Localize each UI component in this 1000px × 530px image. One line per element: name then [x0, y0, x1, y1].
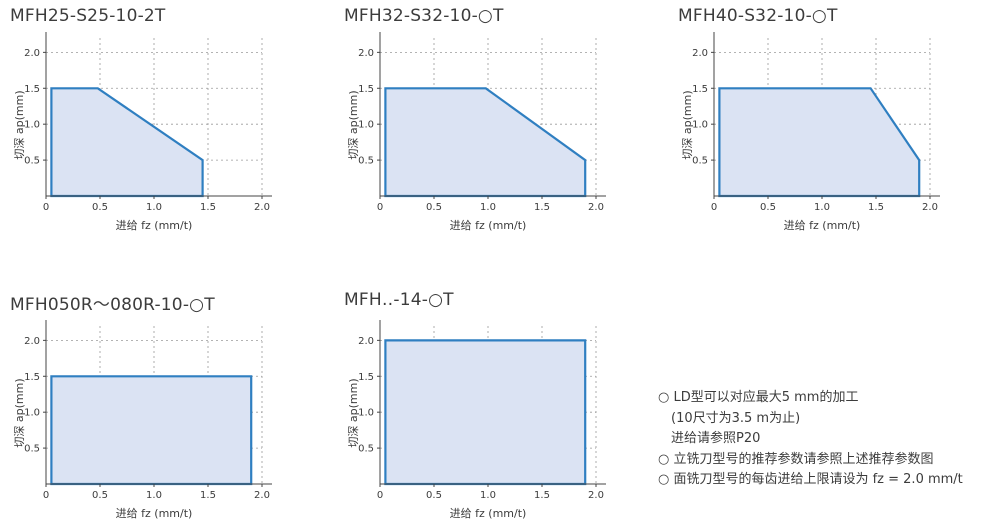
x-tick-label: 1.5	[868, 202, 884, 213]
x-tick-label: 1.0	[146, 202, 162, 213]
y-tick-label: 1.5	[24, 84, 40, 95]
y-tick-label: 1.5	[358, 84, 374, 95]
y-tick-label: 1.5	[692, 84, 708, 95]
x-tick-label: 2.0	[922, 202, 938, 213]
y-tick-label: 2.0	[24, 48, 40, 59]
feasible-region	[384, 339, 587, 486]
chart-title: MFH25-S25-10-2T	[10, 6, 166, 26]
x-tick-label: 2.0	[254, 202, 270, 213]
y-tick-label: 1.5	[24, 372, 40, 383]
y-tick-label: 1.0	[692, 120, 708, 131]
x-axis-label: 进给 fz (mm/t)	[450, 219, 527, 232]
chart-1: MFH25-S25-10-2T 0 0.5 1.0 1.5 2.0 0.5 1.0 1.5 2.…	[0, 0, 330, 245]
chart-title: MFH32-S32-10-○T	[344, 6, 504, 26]
x-tick-label: 0.5	[92, 490, 108, 501]
chart-title: MFH‥-14-○T	[344, 290, 454, 310]
y-tick-label: 0.5	[692, 156, 708, 167]
chart-plot: 0 0.5 1.0 1.5 2.0 0.5 1.0 1.5 2.0 进给 fz (mm/t) 切深 …	[347, 320, 606, 520]
y-axis-label: 切深 ap(mm)	[347, 378, 360, 447]
note-line: ○ 面铣刀型号的每齿进给上限请设为 fz = 2.0 mm/t	[658, 472, 963, 487]
feasible-region	[50, 87, 204, 198]
chart-plot: 0 0.5 1.0 1.5 2.0 0.5 1.0 1.5 2.0 进给 fz (mm/t) 切深 …	[13, 320, 272, 520]
chart-4: MFH050R～080R-10-○T 0 0.5 1.0 1.5 2.0 0.5 1.0 1.…	[0, 288, 330, 526]
y-tick-label: 1.0	[24, 408, 40, 419]
y-tick-label: 0.5	[358, 444, 374, 455]
x-tick-label: 1.0	[480, 490, 496, 501]
x-tick-label: 1.5	[200, 490, 216, 501]
y-tick-label: 1.0	[358, 120, 374, 131]
chart-title: MFH40-S32-10-○T	[678, 6, 838, 26]
x-tick-label: 0	[43, 490, 49, 501]
feasible-region	[718, 87, 921, 198]
chart-2: MFH32-S32-10-○T 0 0.5 1.0 1.5 2.0 0.5 1.0 1.5 2.…	[334, 0, 664, 245]
x-tick-label: 0.5	[760, 202, 776, 213]
x-tick-label: 0	[377, 202, 383, 213]
x-tick-label: 1.5	[200, 202, 216, 213]
y-tick-label: 1.0	[358, 408, 374, 419]
feasible-region	[50, 375, 253, 486]
y-tick-label: 2.0	[358, 48, 374, 59]
x-tick-label: 2.0	[588, 490, 604, 501]
y-tick-label: 2.0	[692, 48, 708, 59]
note-line: 进给请参照P20	[658, 431, 761, 446]
x-tick-label: 2.0	[254, 490, 270, 501]
x-tick-label: 0	[377, 490, 383, 501]
x-tick-label: 0.5	[92, 202, 108, 213]
note-line: (10尺寸为3.5 m为止)	[658, 410, 801, 426]
x-tick-label: 1.0	[480, 202, 496, 213]
y-axis-label: 切深 ap(mm)	[13, 378, 26, 447]
x-tick-label: 2.0	[588, 202, 604, 213]
chart-5: MFH‥-14-○T 0 0.5 1.0 1.5 2.0 0.5 1.0 1.5 2.0 进给 f…	[334, 288, 664, 526]
x-tick-label: 0	[711, 202, 717, 213]
chart-plot: 0 0.5 1.0 1.5 2.0 0.5 1.0 1.5 2.0 进给 fz (mm/t) 切深 …	[347, 32, 606, 232]
x-tick-label: 1.5	[534, 490, 550, 501]
y-tick-label: 2.0	[358, 336, 374, 347]
note-line: ○ 立铣刀型号的推荐参数请参照上述推荐参数图	[658, 451, 934, 467]
y-tick-label: 2.0	[24, 336, 40, 347]
x-tick-label: 0.5	[426, 202, 442, 213]
x-axis-label: 进给 fz (mm/t)	[450, 507, 527, 520]
x-tick-label: 0	[43, 202, 49, 213]
x-tick-label: 1.0	[814, 202, 830, 213]
y-axis-label: 切深 ap(mm)	[13, 90, 26, 159]
x-axis-label: 进给 fz (mm/t)	[116, 507, 193, 520]
y-tick-label: 0.5	[24, 444, 40, 455]
y-tick-label: 0.5	[358, 156, 374, 167]
chart-plot: 0 0.5 1.0 1.5 2.0 0.5 1.0 1.5 2.0 进给 fz (mm/t) 切深 …	[681, 32, 940, 232]
y-tick-label: 1.0	[24, 120, 40, 131]
y-axis-label: 切深 ap(mm)	[347, 90, 360, 159]
feasible-region	[384, 87, 587, 198]
chart-title: MFH050R～080R-10-○T	[10, 295, 215, 315]
notes-panel: ○ LD型可以对应最大5 mm的加工 (10尺寸为3.5 m为止) 进给请参照P…	[658, 388, 963, 491]
x-axis-label: 进给 fz (mm/t)	[784, 219, 861, 232]
chart-plot: 0 0.5 1.0 1.5 2.0 0.5 1.0 1.5 2.0 进给 fz (mm/t) 切深 …	[13, 32, 272, 232]
y-tick-label: 0.5	[24, 156, 40, 167]
x-axis-label: 进给 fz (mm/t)	[116, 219, 193, 232]
y-axis-label: 切深 ap(mm)	[681, 90, 694, 159]
chart-3: MFH40-S32-10-○T 0 0.5 1.0 1.5 2.0 0.5 1.0 1.5 2.…	[668, 0, 998, 245]
x-tick-label: 0.5	[426, 490, 442, 501]
note-line: ○ LD型可以对应最大5 mm的加工	[658, 390, 859, 405]
x-tick-label: 1.5	[534, 202, 550, 213]
y-tick-label: 1.5	[358, 372, 374, 383]
x-tick-label: 1.0	[146, 490, 162, 501]
